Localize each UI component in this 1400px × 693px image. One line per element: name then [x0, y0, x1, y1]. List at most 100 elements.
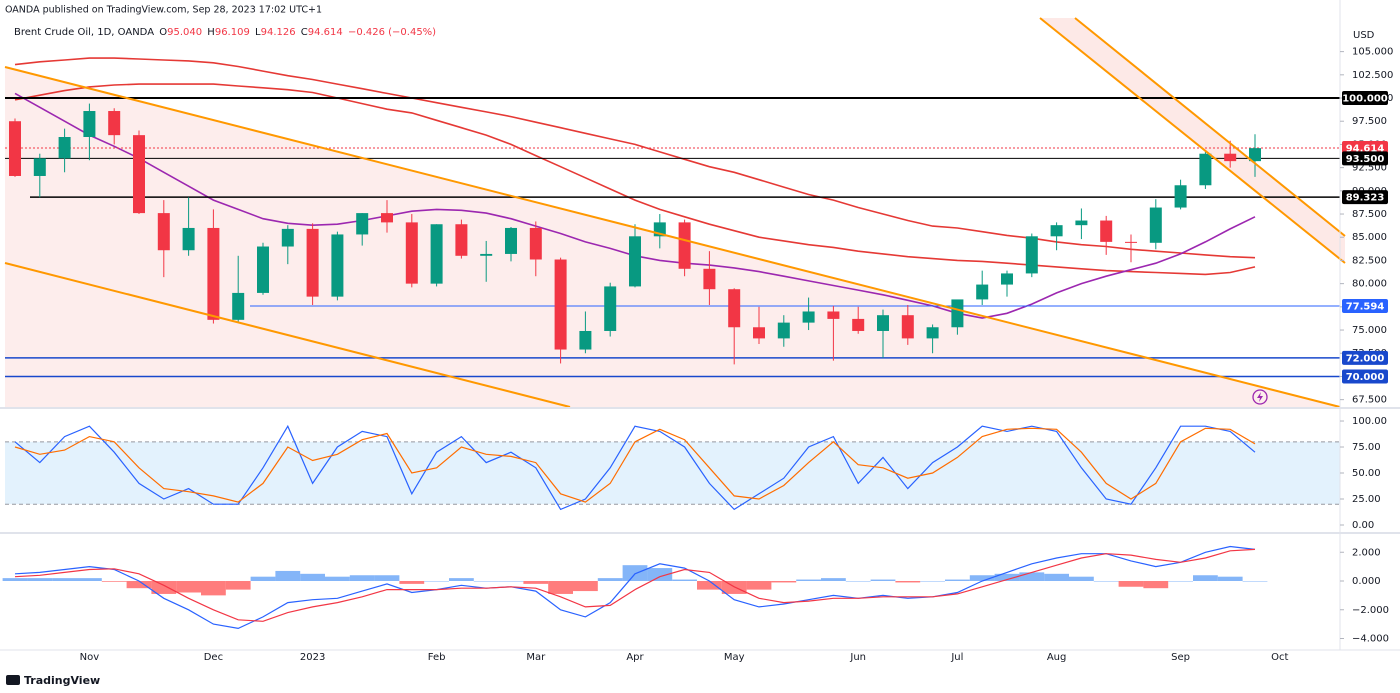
level-badge: [1342, 298, 1388, 313]
y-tick-label: 67.500: [1352, 395, 1387, 406]
candle-body: [505, 227, 517, 254]
histogram-bar: [821, 578, 846, 581]
ohlc-label: O: [159, 27, 167, 38]
candle-body: [629, 236, 641, 287]
candle-body: [703, 268, 716, 290]
histogram-bar: [721, 581, 747, 594]
level-badge: [1342, 151, 1388, 166]
y-tick-label: 50.00: [1352, 468, 1381, 479]
candle-body: [33, 158, 46, 176]
candle-body: [1125, 241, 1137, 243]
x-tick-label: Nov: [80, 652, 100, 663]
y-tick-label: 25.00: [1352, 494, 1381, 505]
y-tick-label: −4.000: [1352, 634, 1389, 645]
trend-line: [1074, 17, 1346, 237]
y-tick-label: 92.500: [1352, 163, 1387, 174]
candle-body: [58, 137, 71, 159]
candle-body: [1149, 207, 1162, 243]
level-label: 77.594: [1346, 301, 1385, 312]
histogram-bar: [870, 579, 896, 581]
histogram-bar: [1217, 576, 1243, 581]
histogram-bar: [945, 579, 970, 581]
histogram-bar: [77, 578, 102, 581]
y-tick-label: 97.500: [1352, 116, 1387, 127]
ohlc-label: L: [255, 27, 261, 38]
histogram-bar: [771, 581, 797, 583]
candle-body: [827, 311, 840, 319]
level-label: 72.000: [1346, 353, 1385, 364]
histogram-bar: [1168, 581, 1193, 582]
y-tick-label: 100.00: [1352, 416, 1387, 427]
histogram-bar: [399, 581, 425, 584]
x-tick-label: Aug: [1047, 652, 1067, 663]
trend-line: [4, 66, 1341, 408]
labels: 67.50070.00072.50075.00077.50080.00082.5…: [80, 47, 1394, 663]
x-tick-label: Apr: [626, 652, 644, 663]
candle-body: [529, 227, 542, 260]
candle-body: [753, 327, 765, 339]
publisher: OANDA published on TradingView.com, Sep …: [5, 5, 322, 16]
indicator-line: [14, 548, 1256, 622]
histogram-bar: [424, 581, 449, 582]
histogram-bar: [349, 575, 375, 581]
candle-body: [926, 327, 939, 339]
candle-body: [901, 315, 914, 339]
y-tick-label: 87.500: [1352, 209, 1387, 220]
histogram-bar: [1093, 581, 1119, 582]
level-label: 100.000: [1342, 94, 1388, 105]
histogram-bar: [473, 581, 499, 582]
plot: [2, 57, 1340, 630]
candle-body: [405, 222, 418, 284]
level-badge: [1342, 91, 1388, 106]
y-tick-label: 75.00: [1352, 442, 1381, 453]
histogram-bar: [250, 576, 276, 581]
histogram-bar: [548, 581, 573, 594]
y-tick-label: 102.500: [1352, 70, 1393, 81]
logo-mark: [6, 675, 20, 685]
alert-bolt: [1257, 392, 1263, 402]
y-tick-label: 85.000: [1352, 232, 1387, 243]
candle-body: [777, 322, 790, 339]
ohlc-value: 94.126: [261, 27, 296, 38]
candle-body: [182, 227, 195, 251]
histogram-bar: [1143, 581, 1169, 589]
candle-body: [678, 222, 691, 269]
level-badge: [1342, 190, 1388, 205]
trend-line: [1039, 17, 1346, 264]
candle-body: [951, 299, 964, 328]
candle-body: [281, 228, 294, 247]
level-label: 70.000: [1346, 372, 1385, 383]
histogram-bar: [1193, 575, 1218, 581]
y-tick-label: 0.000: [1352, 576, 1381, 587]
histogram-bar: [300, 573, 325, 581]
candle-body: [802, 311, 815, 323]
histogram-bar: [126, 581, 152, 589]
candle-body: [83, 111, 96, 138]
y-tick-label: 105.000: [1352, 47, 1393, 58]
candle-body: [976, 284, 989, 300]
histogram-bar: [969, 575, 995, 581]
candle-body: [133, 135, 145, 214]
ohlc-label: H: [207, 27, 215, 38]
change: −0.426 (−0.45%): [348, 27, 436, 38]
candle-body: [157, 213, 170, 251]
candle-body: [1224, 153, 1237, 162]
ohlc-value: 94.614: [308, 27, 343, 38]
x-tick-label: Oct: [1271, 652, 1288, 663]
candle-body: [1100, 220, 1113, 242]
x-tick-label: Dec: [204, 652, 223, 663]
candle-body: [728, 289, 741, 328]
histogram-bar: [27, 578, 53, 581]
y-tick-label: 80.000: [1352, 279, 1387, 290]
indicator-line: [14, 57, 1256, 259]
histogram-bar: [845, 581, 871, 582]
candle-body: [1174, 185, 1187, 208]
histogram-bar: [151, 581, 177, 594]
candle-body: [480, 253, 493, 256]
histogram-bar: [374, 575, 400, 581]
level-badge: [1342, 350, 1388, 365]
logo: TradingView: [6, 674, 100, 687]
y-tick-label: 82.500: [1352, 255, 1387, 266]
alert-icon[interactable]: [1252, 389, 1268, 405]
trend-line: [4, 262, 571, 408]
